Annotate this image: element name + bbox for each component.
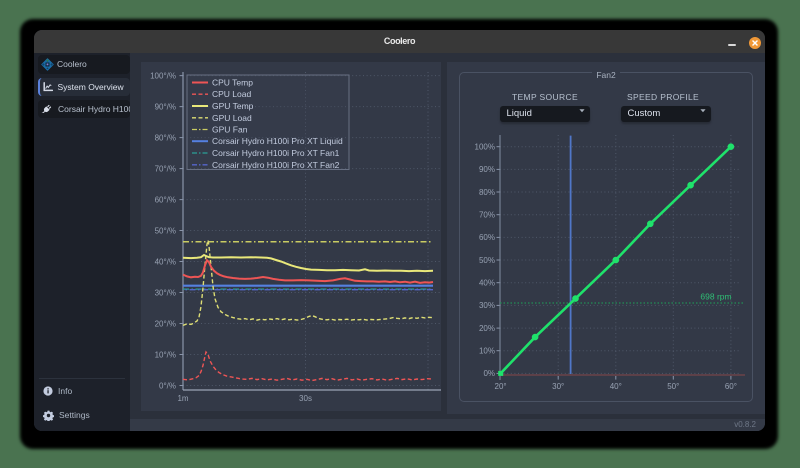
svg-text:90°/%: 90°/%: [155, 103, 176, 112]
svg-text:GPU Fan: GPU Fan: [212, 125, 248, 135]
svg-text:70%: 70%: [479, 211, 495, 220]
svg-text:80°/%: 80°/%: [155, 134, 176, 143]
svg-text:60°/%: 60°/%: [155, 196, 176, 205]
svg-text:Corsair Hydro H100i Pro XT Fan: Corsair Hydro H100i Pro XT Fan2: [212, 160, 340, 170]
svg-text:30s: 30s: [299, 394, 312, 403]
svg-text:Corsair Hydro H100i Pro XT Fan: Corsair Hydro H100i Pro XT Fan1: [212, 148, 340, 158]
svg-text:50°: 50°: [667, 382, 679, 391]
svg-text:30°/%: 30°/%: [155, 289, 176, 298]
svg-text:50%: 50%: [479, 256, 495, 265]
svg-text:10°/%: 10°/%: [155, 351, 176, 360]
svg-text:CPU Temp: CPU Temp: [212, 78, 253, 88]
svg-text:0°/%: 0°/%: [159, 382, 176, 391]
svg-text:698 rpm: 698 rpm: [700, 292, 731, 302]
svg-text:10%: 10%: [479, 347, 495, 356]
svg-text:90%: 90%: [479, 165, 495, 174]
svg-text:20°: 20°: [495, 382, 507, 391]
svg-text:100%: 100%: [475, 143, 495, 152]
svg-text:40%: 40%: [479, 279, 495, 288]
svg-text:30%: 30%: [479, 301, 495, 310]
svg-text:40°: 40°: [610, 382, 622, 391]
svg-text:30°: 30°: [552, 382, 564, 391]
svg-text:0%: 0%: [483, 369, 495, 378]
svg-text:20%: 20%: [479, 324, 495, 333]
svg-text:CPU Load: CPU Load: [212, 89, 251, 99]
svg-text:20°/%: 20°/%: [155, 320, 176, 329]
svg-text:Corsair Hydro H100i Pro XT Liq: Corsair Hydro H100i Pro XT Liquid: [212, 136, 343, 146]
svg-text:70°/%: 70°/%: [155, 165, 176, 174]
svg-text:60%: 60%: [479, 233, 495, 242]
svg-text:1m: 1m: [177, 394, 188, 403]
svg-text:60°: 60°: [725, 382, 737, 391]
svg-text:40°/%: 40°/%: [155, 258, 176, 267]
svg-text:80%: 80%: [479, 188, 495, 197]
svg-text:GPU Temp: GPU Temp: [212, 101, 254, 111]
svg-text:GPU Load: GPU Load: [212, 113, 252, 123]
svg-text:100°/%: 100°/%: [150, 72, 176, 81]
svg-text:50°/%: 50°/%: [155, 227, 176, 236]
